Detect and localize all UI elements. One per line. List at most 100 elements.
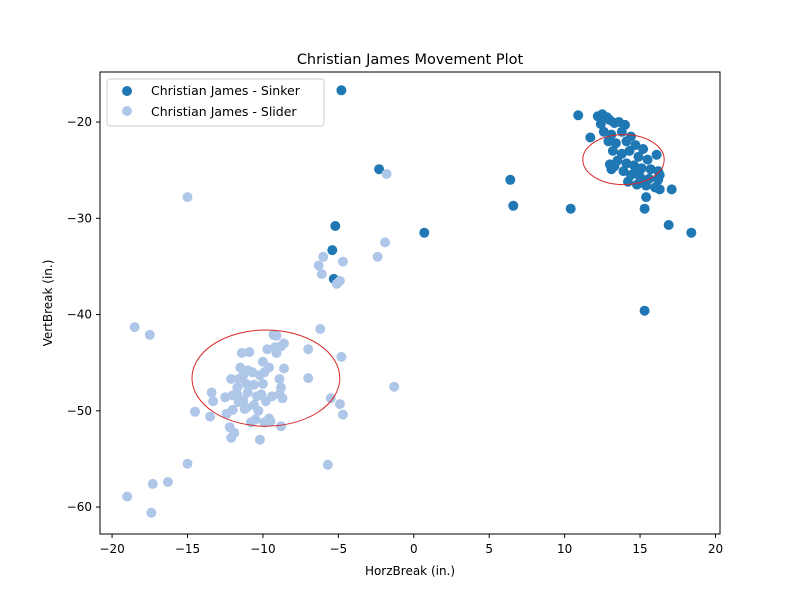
scatter-point bbox=[182, 192, 193, 203]
plot-area-frame bbox=[99, 71, 721, 535]
x-tick-label: −10 bbox=[250, 542, 275, 556]
scatter-point bbox=[122, 491, 133, 502]
scatter-point bbox=[257, 378, 268, 389]
scatter-point bbox=[372, 251, 383, 262]
scatter-point bbox=[144, 329, 155, 340]
scatter-point bbox=[259, 417, 270, 428]
y-axis-label: VertBreak (in.) bbox=[41, 260, 55, 347]
scatter-point bbox=[315, 324, 326, 334]
scatter-point bbox=[666, 184, 677, 195]
legend-box bbox=[106, 78, 325, 127]
scatter-point bbox=[206, 387, 217, 398]
scatter-point bbox=[331, 278, 342, 289]
scatter-point bbox=[303, 373, 314, 384]
scatter-point bbox=[279, 363, 289, 374]
scatter-point bbox=[419, 227, 430, 238]
scatter-point bbox=[633, 151, 644, 162]
scatter-point bbox=[598, 126, 609, 137]
y-tick-label: −60 bbox=[67, 500, 92, 514]
scatter-point bbox=[254, 370, 265, 381]
scatter-point bbox=[621, 158, 632, 169]
scatter-point bbox=[241, 378, 252, 389]
scatter-point bbox=[654, 170, 665, 180]
scatter-point bbox=[642, 154, 653, 165]
legend-marker-sinker bbox=[122, 86, 132, 96]
points-layer bbox=[122, 85, 697, 518]
scatter-point bbox=[327, 245, 338, 256]
scatter-point bbox=[256, 389, 267, 400]
x-tick-label: −5 bbox=[329, 542, 347, 556]
scatter-point bbox=[242, 387, 253, 398]
scatter-point bbox=[239, 403, 250, 414]
x-tick-label: 15 bbox=[632, 542, 647, 556]
scatter-point bbox=[235, 362, 246, 373]
scatter-point bbox=[623, 176, 633, 187]
scatter-point bbox=[508, 200, 519, 211]
x-tick-label: −20 bbox=[99, 542, 124, 556]
scatter-point bbox=[606, 164, 617, 175]
scatter-point bbox=[205, 411, 216, 422]
scatter-point bbox=[565, 203, 576, 214]
scatter-point bbox=[182, 458, 193, 469]
scatter-point bbox=[630, 166, 641, 177]
scatter-point bbox=[639, 203, 650, 214]
scatter-point bbox=[336, 85, 347, 96]
scatter-point bbox=[236, 348, 247, 358]
scatter-point bbox=[220, 392, 231, 403]
scatter-point bbox=[645, 164, 656, 175]
x-tick-label: 20 bbox=[708, 542, 723, 556]
scatter-point bbox=[248, 400, 259, 410]
x-axis-label: HorzBreak (in.) bbox=[365, 564, 455, 578]
x-tick-label: 10 bbox=[557, 542, 572, 556]
scatter-point bbox=[595, 119, 606, 129]
scatter-point bbox=[651, 149, 662, 160]
y-tick-label: −40 bbox=[67, 308, 92, 322]
scatter-point bbox=[267, 391, 277, 402]
scatter-point bbox=[318, 251, 329, 262]
annotation-layer bbox=[191, 134, 665, 427]
scatter-point bbox=[639, 305, 650, 316]
scatter-point bbox=[389, 381, 400, 392]
scatter-point bbox=[242, 365, 253, 376]
scatter-point bbox=[621, 136, 632, 147]
scatter-point bbox=[607, 145, 618, 156]
scatter-point bbox=[686, 227, 697, 238]
scatter-point bbox=[303, 344, 314, 355]
series-slider bbox=[122, 169, 400, 518]
x-tick-label: 0 bbox=[410, 542, 418, 556]
highlight-ellipse-1 bbox=[582, 134, 665, 186]
scatter-point bbox=[232, 389, 243, 400]
scatter-point bbox=[208, 396, 219, 407]
scatter-point bbox=[641, 192, 652, 203]
scatter-point bbox=[336, 351, 347, 362]
ticks-layer: −20 −15 −10 −5 0 5 10 15 20−60−50−40−30−20 bbox=[67, 115, 723, 556]
scatter-point bbox=[226, 374, 237, 384]
scatter-point bbox=[264, 362, 274, 373]
legend: Christian James - Sinker Christian James… bbox=[106, 78, 325, 127]
scatter-point bbox=[233, 397, 244, 408]
chart-title: Christian James Movement Plot bbox=[297, 52, 524, 68]
legend-label-sinker: Christian James - Sinker bbox=[151, 83, 301, 98]
scatter-point bbox=[190, 406, 200, 417]
scatter-point bbox=[585, 132, 596, 143]
scatter-point bbox=[147, 478, 158, 489]
scatter-point bbox=[129, 322, 140, 333]
scatter-point bbox=[638, 175, 649, 186]
scatter-point bbox=[244, 347, 255, 358]
scatter-point bbox=[276, 421, 286, 432]
scatter-point bbox=[603, 136, 614, 147]
scatter-point bbox=[610, 138, 621, 149]
scatter-point bbox=[337, 409, 348, 420]
scatter-point bbox=[313, 260, 324, 271]
scatter-point bbox=[274, 374, 285, 384]
highlight-ellipse-2 bbox=[191, 329, 341, 427]
scatter-point bbox=[624, 145, 635, 156]
scatter-point bbox=[254, 434, 265, 445]
legend-marker-slider bbox=[122, 106, 132, 116]
scatter-point bbox=[226, 432, 237, 443]
scatter-point bbox=[279, 338, 289, 349]
scatter-point bbox=[316, 269, 327, 280]
scatter-point bbox=[663, 220, 674, 230]
scatter-point bbox=[334, 399, 345, 410]
